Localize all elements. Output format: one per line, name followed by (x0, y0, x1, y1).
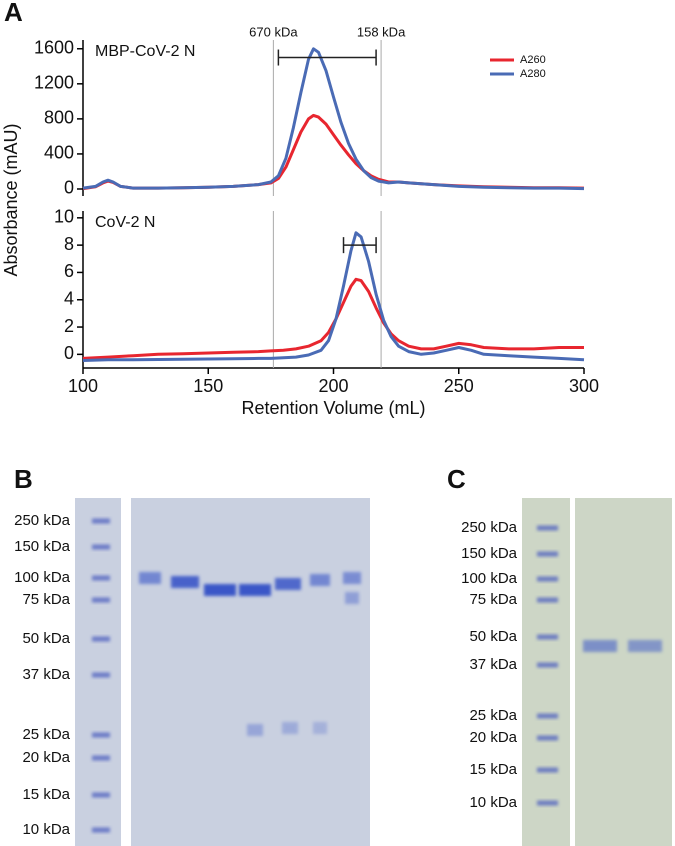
marker-label: 37 kDa (469, 656, 517, 673)
marker-label: 10 kDa (469, 794, 517, 811)
ladder-band (92, 575, 110, 581)
ladder-band (92, 636, 110, 642)
x-tick-label: 150 (193, 376, 223, 396)
protein-band (275, 578, 301, 590)
ladder-band (92, 755, 110, 761)
marker-label: 150 kDa (14, 538, 71, 555)
panel-label: C (447, 464, 466, 494)
y-tick-label: 10 (54, 207, 74, 227)
marker-label: 670 kDa (249, 24, 298, 39)
x-tick-label: 100 (68, 376, 98, 396)
ladder-band (92, 544, 110, 550)
protein-band (282, 722, 298, 734)
marker-label: 25 kDa (469, 707, 517, 724)
marker-label: 158 kDa (357, 24, 406, 39)
x-axis-label: Retention Volume (mL) (241, 398, 425, 418)
y-tick-label: 8 (64, 234, 74, 254)
subplot-title: CoV-2 N (95, 214, 155, 231)
y-tick-label: 2 (64, 316, 74, 336)
y-tick-label: 0 (64, 178, 74, 198)
ladder-band (537, 551, 558, 557)
panel-label: A (4, 0, 23, 27)
protein-band (343, 572, 361, 584)
ladder-band (92, 732, 110, 738)
marker-label: 75 kDa (22, 591, 70, 608)
series-line (82, 113, 585, 191)
protein-band (239, 584, 271, 596)
x-tick-label: 200 (318, 376, 348, 396)
series-line (82, 231, 585, 362)
ladder-band (537, 800, 558, 806)
marker-label: 20 kDa (22, 749, 70, 766)
marker-label: 15 kDa (469, 761, 517, 778)
y-axis-label: Absorbance (mAU) (1, 123, 21, 276)
marker-label: 50 kDa (469, 628, 517, 645)
legend-label: A260 (520, 54, 546, 66)
ladder-band (92, 597, 110, 603)
marker-label: 37 kDa (22, 666, 70, 683)
y-tick-label: 1600 (34, 38, 74, 58)
ladder-band (537, 634, 558, 640)
marker-label: 10 kDa (22, 821, 70, 838)
marker-label: 25 kDa (22, 726, 70, 743)
protein-band (310, 574, 330, 586)
marker-label: 250 kDa (14, 512, 71, 529)
y-tick-label: 1200 (34, 73, 74, 93)
ladder-band (537, 767, 558, 773)
marker-label: 250 kDa (461, 519, 518, 536)
gel-image (522, 498, 570, 846)
panel-label: B (14, 464, 33, 494)
ladder-band (537, 576, 558, 582)
marker-label: 150 kDa (461, 545, 518, 562)
series-line (82, 277, 584, 360)
y-tick-label: 0 (64, 343, 74, 363)
x-tick-label: 250 (444, 376, 474, 396)
gel-image (131, 498, 370, 846)
ladder-band (537, 597, 558, 603)
protein-band (171, 576, 199, 588)
protein-band (583, 640, 617, 652)
protein-band (345, 592, 359, 604)
ladder-band (537, 662, 558, 668)
y-tick-label: 4 (64, 288, 74, 308)
subplot-title: MBP-CoV-2 N (95, 43, 195, 60)
ladder-band (537, 713, 558, 719)
y-tick-label: 6 (64, 261, 74, 281)
marker-label: 100 kDa (461, 570, 518, 587)
marker-label: 15 kDa (22, 786, 70, 803)
ladder-band (537, 735, 558, 741)
ladder-band (92, 827, 110, 833)
marker-label: 100 kDa (14, 569, 71, 586)
y-tick-label: 800 (44, 108, 74, 128)
protein-band (204, 584, 236, 596)
gel-image (575, 498, 672, 846)
protein-band (139, 572, 161, 584)
series-line (82, 47, 585, 191)
marker-label: 50 kDa (22, 630, 70, 647)
x-tick-label: 300 (569, 376, 599, 396)
legend-label: A280 (520, 68, 546, 80)
ladder-band (92, 672, 110, 678)
marker-label: 20 kDa (469, 729, 517, 746)
protein-band (628, 640, 662, 652)
ladder-band (92, 518, 110, 524)
protein-band (313, 722, 327, 734)
marker-label: 75 kDa (469, 591, 517, 608)
gel-image (75, 498, 121, 846)
protein-band (247, 724, 263, 736)
y-tick-label: 400 (44, 143, 74, 163)
ladder-band (92, 792, 110, 798)
ladder-band (537, 525, 558, 531)
